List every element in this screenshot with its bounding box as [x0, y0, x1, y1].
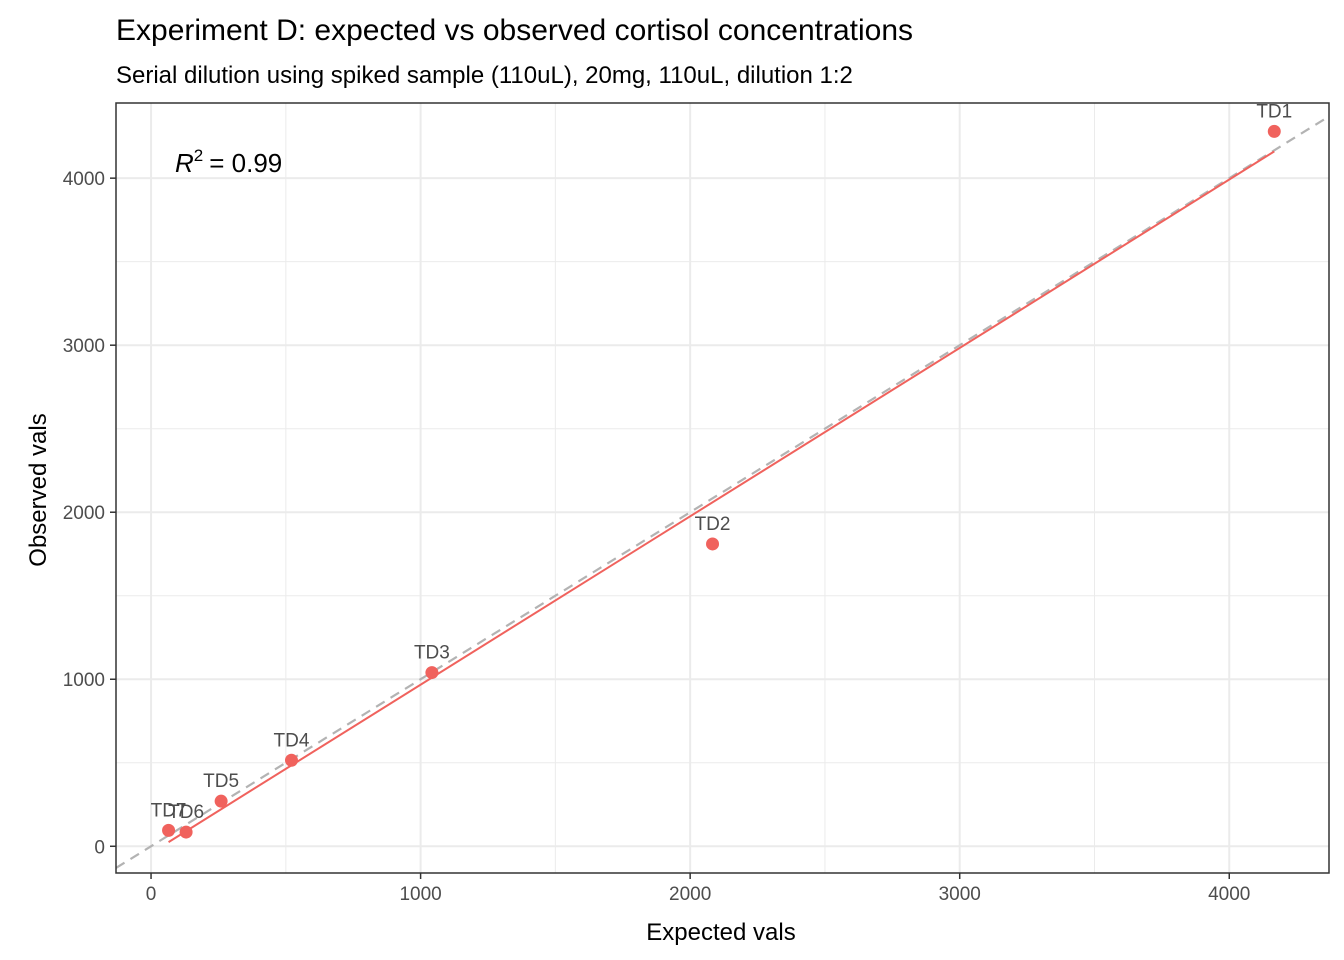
r2-exponent: 2 — [194, 146, 203, 165]
y-axis-title: Observed vals — [25, 413, 52, 566]
y-tick-label: 4000 — [63, 169, 105, 190]
point-label-td5: TD5 — [203, 771, 239, 792]
x-tick-label: 1000 — [399, 884, 441, 905]
point-label-td4: TD4 — [274, 730, 310, 751]
r2-symbol: R — [175, 148, 194, 178]
point-label-td6: TD6 — [168, 802, 204, 823]
grid — [116, 103, 1329, 873]
x-tick-label: 3000 — [939, 884, 981, 905]
reference-lines — [115, 115, 1330, 869]
chart-subtitle: Serial dilution using spiked sample (110… — [116, 62, 853, 89]
regression-line — [168, 150, 1275, 843]
point-label-td2: TD2 — [695, 514, 731, 535]
x-axis-ticks: 0 1000 2000 3000 4000 — [146, 873, 1250, 905]
data-point-td3 — [425, 666, 439, 680]
y-tick-label: 2000 — [63, 503, 105, 524]
y-tick-label: 0 — [94, 837, 105, 858]
y-tick-label: 1000 — [63, 670, 105, 691]
point-label-td3: TD3 — [414, 643, 450, 664]
x-tick-label: 2000 — [669, 884, 711, 905]
data-point-td4 — [284, 753, 298, 767]
panel-border — [115, 102, 1330, 874]
x-axis-title: Expected vals — [646, 919, 795, 946]
data-point-td6 — [179, 825, 193, 839]
identity-line — [115, 115, 1330, 869]
r2-value: = 0.99 — [209, 148, 282, 178]
chart-title: Experiment D: expected vs observed corti… — [116, 14, 913, 47]
r-squared-annotation: R2 = 0.99 — [175, 146, 282, 178]
data-points — [162, 124, 1281, 839]
y-axis-ticks: 0 1000 2000 3000 4000 — [63, 169, 116, 858]
data-point-td7 — [162, 823, 176, 837]
data-point-td1 — [1267, 124, 1281, 138]
y-tick-label: 3000 — [63, 336, 105, 357]
data-point-td5 — [214, 794, 228, 808]
point-label-td7: TD7 — [151, 800, 187, 821]
point-label-td1: TD1 — [1256, 101, 1292, 122]
data-point-td2 — [706, 537, 720, 551]
x-tick-label: 4000 — [1208, 884, 1250, 905]
x-tick-label: 0 — [146, 884, 157, 905]
